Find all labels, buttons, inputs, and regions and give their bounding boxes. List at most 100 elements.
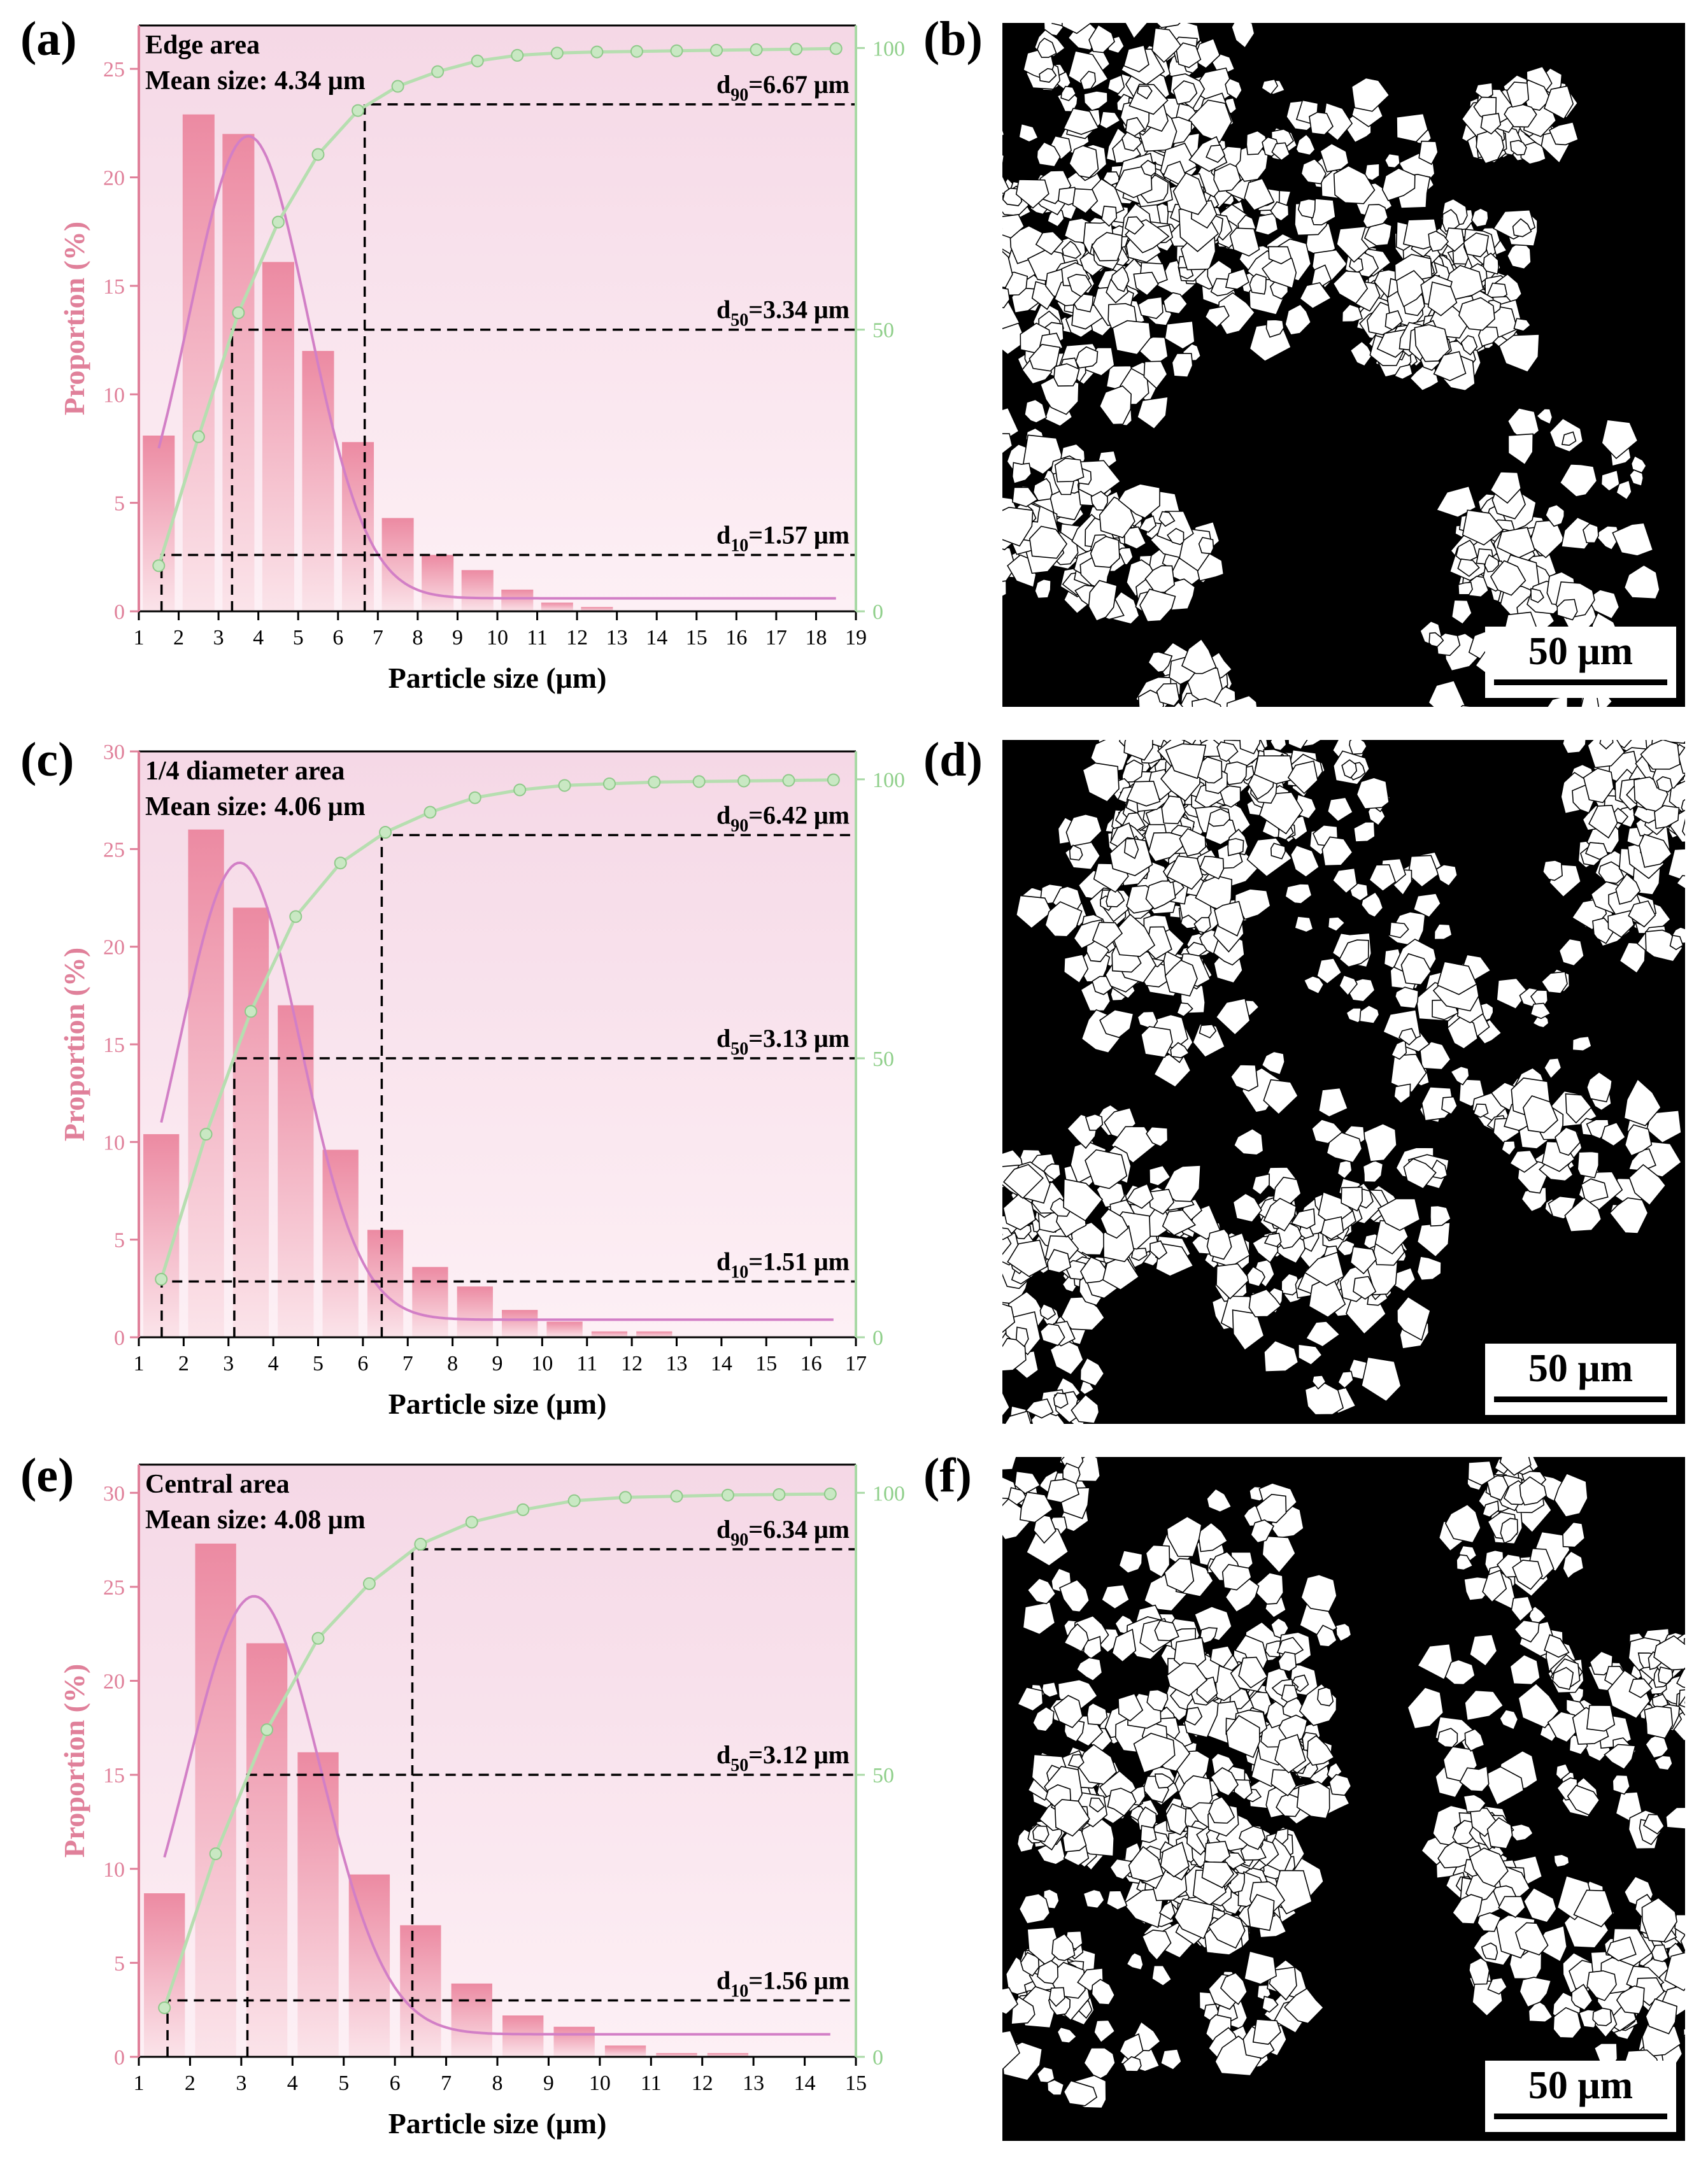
micrograph-quarter-diameter-area: 50 μm xyxy=(1002,740,1685,1424)
scale-bar-label: 50 μm xyxy=(1528,1347,1633,1390)
x-tick-label: 19 xyxy=(845,626,867,650)
bar xyxy=(297,1752,339,2057)
y-tick-label: 5 xyxy=(114,1952,125,1975)
cumulative-point xyxy=(823,1488,837,1501)
d90-label: d90=6.67 μm xyxy=(716,70,850,105)
cumulative-point xyxy=(155,1272,168,1286)
x-axis-label: Particle size (μm) xyxy=(388,2107,607,2140)
cumulative-curve xyxy=(159,778,834,1280)
bar xyxy=(501,589,534,611)
x-tick-label: 11 xyxy=(641,2071,662,2095)
chart-subtitle: Mean size: 4.06 μm xyxy=(145,792,366,821)
bar xyxy=(367,1230,404,1337)
x-tick-label: 14 xyxy=(646,626,667,650)
y-tick-label: 0 xyxy=(114,1326,125,1350)
bar xyxy=(302,351,334,611)
x-tick-label: 17 xyxy=(845,1352,867,1375)
cumulative-point xyxy=(289,910,302,923)
chart-title: 1/4 diameter area xyxy=(145,757,345,786)
bar xyxy=(604,2045,646,2057)
y-tick-label: 25 xyxy=(103,58,125,82)
cumulative-point xyxy=(232,306,245,320)
y-tick-label: 30 xyxy=(103,741,125,764)
bar xyxy=(707,2053,749,2057)
x-tick-label: 12 xyxy=(621,1352,643,1375)
cumulative-point xyxy=(710,43,723,57)
y-tick-label: 25 xyxy=(103,1576,125,1600)
bar xyxy=(246,1643,288,2057)
x-tick-label: 8 xyxy=(492,2071,503,2095)
y-axis-label: Proportion (%) xyxy=(58,222,90,416)
x-tick-label: 16 xyxy=(801,1352,822,1375)
d50-label: d50=3.13 μm xyxy=(716,1024,850,1059)
y2-tick-label: 50 xyxy=(872,1048,894,1071)
scale-bar: 50 μm xyxy=(1485,627,1676,698)
scale-bar: 50 μm xyxy=(1485,2061,1676,2132)
cumulative-point xyxy=(209,1847,222,1861)
bar xyxy=(546,1321,583,1337)
x-tick-label: 4 xyxy=(287,2071,298,2095)
x-tick-label: 6 xyxy=(357,1352,368,1375)
x-tick-label: 2 xyxy=(173,626,184,650)
bar xyxy=(581,607,613,611)
y2-tick-label: 100 xyxy=(872,769,905,792)
bar xyxy=(278,1005,314,1337)
x-tick-label: 9 xyxy=(492,1352,503,1375)
x-tick-label: 1 xyxy=(134,626,145,650)
x-tick-label: 4 xyxy=(268,1352,279,1375)
cumulative-point xyxy=(362,1577,376,1590)
panel-label-b: (b) xyxy=(923,12,983,66)
cumulative-point xyxy=(550,46,564,60)
bar xyxy=(553,2026,595,2057)
x-axis-label: Particle size (μm) xyxy=(388,1388,607,1420)
bar xyxy=(222,134,255,612)
x-tick-label: 3 xyxy=(213,626,224,650)
bar xyxy=(457,1286,493,1337)
bar xyxy=(262,262,294,611)
x-tick-label: 2 xyxy=(185,2071,196,2095)
chart-subtitle: Mean size: 4.08 μm xyxy=(145,1505,366,1535)
x-tick-label: 6 xyxy=(332,626,343,650)
cumulative-point xyxy=(471,54,484,68)
x-tick-label: 10 xyxy=(531,1352,553,1375)
cumulative-point xyxy=(260,1723,274,1737)
cumulative-point xyxy=(311,148,325,161)
plot-background xyxy=(139,25,856,611)
x-tick-label: 3 xyxy=(236,2071,246,2095)
d50-label: d50=3.12 μm xyxy=(716,1740,850,1775)
y-tick-label: 5 xyxy=(114,1229,125,1253)
d10-label: d10=1.51 μm xyxy=(716,1247,850,1282)
bar xyxy=(342,442,374,611)
y-tick-label: 15 xyxy=(103,275,125,299)
x-tick-label: 11 xyxy=(527,626,548,650)
micrograph-image xyxy=(1002,23,1660,707)
x-tick-label: 13 xyxy=(743,2071,764,2095)
cumulative-point xyxy=(829,42,843,55)
x-tick-label: 5 xyxy=(293,626,304,650)
cumulative-point xyxy=(379,826,392,839)
x-tick-label: 12 xyxy=(566,626,588,650)
bar xyxy=(412,1267,448,1337)
bar xyxy=(188,829,224,1337)
bar xyxy=(636,1331,673,1337)
x-tick-label: 7 xyxy=(402,1352,413,1375)
y-tick-label: 15 xyxy=(103,1764,125,1787)
y-tick-label: 10 xyxy=(103,1131,125,1155)
x-tick-label: 9 xyxy=(543,2071,554,2095)
scale-bar-label: 50 μm xyxy=(1528,2064,1633,2107)
cumulative-point xyxy=(468,791,481,804)
fit-curve xyxy=(157,134,836,600)
cumulative-point xyxy=(790,43,803,56)
y-axis-label: Proportion (%) xyxy=(58,1664,90,1858)
y-tick-label: 10 xyxy=(103,383,125,407)
y2-tick-label: 50 xyxy=(872,319,894,343)
x-tick-label: 10 xyxy=(589,2071,611,2095)
cumulative-point xyxy=(670,44,683,57)
y-axis-label: Proportion (%) xyxy=(58,948,90,1142)
cumulative-point xyxy=(513,783,527,797)
scale-bar-line xyxy=(1494,679,1667,685)
y-tick-label: 0 xyxy=(114,600,125,624)
chart-title: Edge area xyxy=(145,31,260,60)
d10-label: d10=1.57 μm xyxy=(716,521,850,556)
